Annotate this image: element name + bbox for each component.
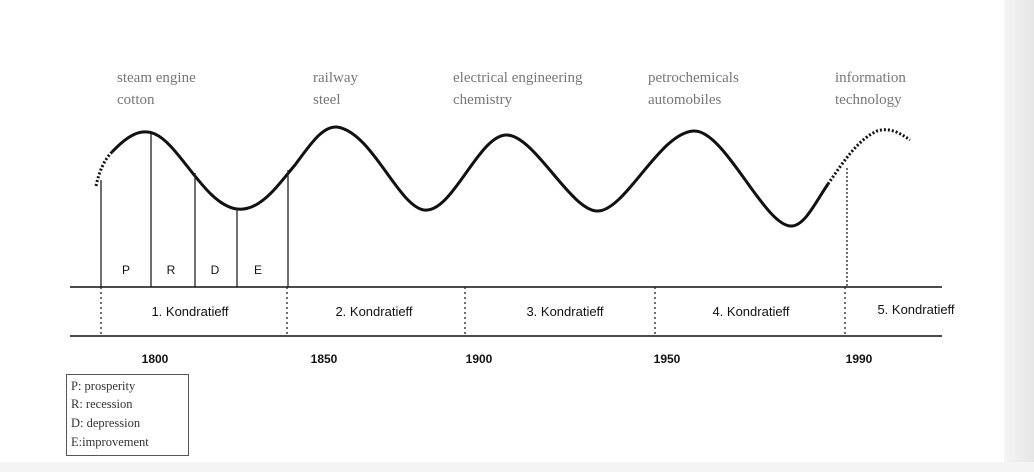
wave-separators bbox=[100, 287, 846, 336]
year-1900: 1900 bbox=[466, 352, 493, 366]
phase-legend: P: prosperity R: recession D: depression… bbox=[66, 374, 189, 456]
wave-5-label: 5. Kondratieff bbox=[877, 302, 954, 317]
wave-labels: 1. Kondratieff 2. Kondratieff 3. Kondrat… bbox=[151, 302, 954, 319]
phase-p-label: P bbox=[122, 263, 130, 277]
wave-start-dotted bbox=[94, 150, 114, 187]
tech-3-line2: chemistry bbox=[453, 92, 513, 108]
tech-2-line1: railway bbox=[313, 70, 358, 86]
tech-1-line2: cotton bbox=[117, 92, 155, 108]
legend-prosperity: P: prosperity bbox=[71, 379, 136, 393]
tech-1-line1: steam engine bbox=[117, 70, 196, 86]
kondratieff-wave-curve bbox=[110, 125, 830, 228]
phase-dividers bbox=[100, 134, 289, 287]
year-1950: 1950 bbox=[654, 352, 681, 366]
tech-5-line1: information bbox=[835, 70, 906, 86]
wave-2-label: 2. Kondratieff bbox=[335, 304, 412, 319]
year-1990: 1990 bbox=[846, 352, 873, 366]
page-bottom-edge bbox=[0, 462, 1034, 472]
year-labels: 1800 1850 1900 1950 1990 bbox=[142, 352, 873, 366]
wave-4-label: 4. Kondratieff bbox=[712, 304, 789, 319]
phase-e-label: E bbox=[254, 263, 262, 277]
phase-labels: P R D E bbox=[122, 263, 262, 277]
tech-5-line2: technology bbox=[835, 92, 902, 108]
phase-d-label: D bbox=[211, 263, 220, 277]
phase-r-label: R bbox=[167, 263, 176, 277]
page-edge-shadow bbox=[1004, 0, 1034, 472]
technology-labels: steam engine cotton railway steel electr… bbox=[117, 70, 906, 108]
year-1850: 1850 bbox=[311, 352, 338, 366]
wave-3-label: 3. Kondratieff bbox=[526, 304, 603, 319]
wave-end-dotted bbox=[826, 128, 911, 185]
legend-improvement: E:improvement bbox=[71, 435, 149, 449]
tech-2-line2: steel bbox=[313, 92, 341, 108]
tech-4-line2: automobiles bbox=[648, 92, 721, 108]
year-1800: 1800 bbox=[142, 352, 169, 366]
tech-3-line1: electrical engineering bbox=[453, 70, 583, 86]
wave-1-label: 1. Kondratieff bbox=[151, 304, 228, 319]
legend-recession: R: recession bbox=[71, 397, 133, 411]
tech-4-line1: petrochemicals bbox=[648, 70, 739, 86]
legend-depression: D: depression bbox=[71, 416, 141, 430]
